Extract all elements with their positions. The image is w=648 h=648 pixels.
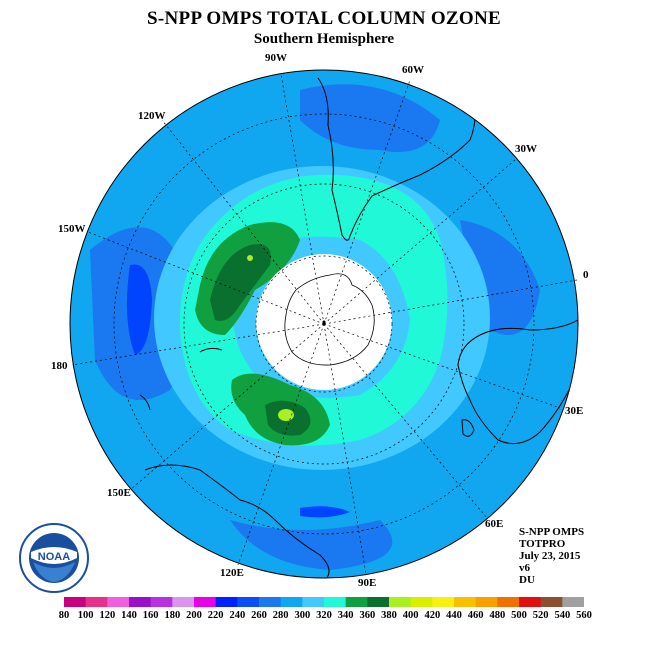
colorbar-swatch: [562, 597, 584, 607]
lon-label-180: 180: [51, 360, 68, 372]
colorbar-tick-label: 560: [576, 610, 592, 621]
colorbar-tick-label: 320: [316, 610, 332, 621]
page-title: S-NPP OMPS TOTAL COLUMN OZONE: [147, 8, 501, 29]
colorbar-tick-label: 280: [272, 610, 289, 621]
colorbar-tick-label: 500: [511, 610, 527, 621]
meridian-lines: [71, 73, 578, 575]
colorbar-swatch: [367, 597, 390, 607]
colorbar-swatch: [259, 597, 282, 607]
ozone-region-240: [300, 506, 350, 518]
colorbar-swatch: [280, 597, 303, 607]
noaa-logo-icon: NOAA: [19, 523, 89, 593]
colorbar-tick-label: 100: [77, 610, 94, 621]
lon-label-60e: 60E: [485, 518, 504, 530]
lon-label-120w: 120W: [138, 110, 166, 122]
colorbar-swatch: [432, 597, 455, 607]
colorbar-tick-label: 200: [186, 610, 202, 621]
colorbar-tick-label: 140: [121, 610, 137, 621]
colorbar-swatch: [302, 597, 325, 607]
colorbar-swatch: [194, 597, 217, 607]
antarctica-coastline: [284, 273, 375, 366]
lon-label-150w: 150W: [58, 223, 86, 235]
lon-label-90e: 90E: [358, 577, 377, 589]
colorbar-swatch: [85, 597, 108, 607]
colorbar-swatch: [150, 597, 173, 607]
lon-label-0: 0: [583, 269, 589, 281]
colorbar-swatch: [410, 597, 433, 607]
colorbar-tick-label: 380: [381, 610, 397, 621]
south-pole-marker: [322, 320, 326, 324]
africa-coastline: [457, 319, 578, 445]
colorbar-swatch: [497, 597, 520, 607]
colorbar-tick-label: 120: [99, 610, 116, 621]
info-instrument: S-NPP OMPS: [519, 526, 585, 538]
new-zealand-coastline: [139, 347, 223, 411]
ozone-max-spot: [278, 409, 294, 421]
lon-label-150e: 150E: [107, 487, 131, 499]
colorbar-swatch: [540, 597, 563, 607]
latitude-lines: [113, 113, 535, 535]
colorbar-swatch: [129, 597, 152, 607]
colorbar-swatch: [475, 597, 498, 607]
lon-label-30e: 30E: [565, 405, 584, 417]
colorbar-tick-label: 300: [294, 610, 311, 621]
colorbar-tick-label: 420: [424, 610, 441, 621]
madagascar-coastline: [461, 419, 475, 437]
colorbar-tick-label: 360: [359, 610, 376, 621]
info-units: DU: [519, 574, 535, 586]
colorbar-tick-label: 400: [402, 610, 419, 621]
colorbar-swatch: [64, 597, 87, 607]
colorbar-tick-label: 520: [532, 610, 549, 621]
colorbar-swatch: [519, 597, 542, 607]
colorbar-swatch: [324, 597, 347, 607]
colorbar: [64, 597, 584, 607]
colorbar-tick-label: 460: [467, 610, 484, 621]
info-block: S-NPP OMPS TOTPRO July 23, 2015 v6 DU: [519, 526, 584, 586]
ozone-region-260: [460, 220, 540, 335]
info-date: July 23, 2015: [519, 550, 581, 562]
colorbar-swatch: [389, 597, 412, 607]
colorbar-tick-label: 540: [554, 610, 571, 621]
lon-label-90w: 90W: [265, 52, 287, 64]
colorbar-swatch: [107, 597, 130, 607]
info-version: v6: [519, 562, 530, 574]
ozone-max-spot: [247, 255, 253, 261]
colorbar-swatch: [345, 597, 368, 607]
colorbar-tick-label: 220: [207, 610, 224, 621]
colorbar-swatch: [237, 597, 260, 607]
info-product: TOTPRO: [519, 538, 566, 550]
colorbar-swatch: [215, 597, 238, 607]
colorbar-swatch: [172, 597, 195, 607]
lon-label-120e: 120E: [220, 567, 244, 579]
map-rim: [69, 69, 579, 579]
colorbar-tick-label: 180: [164, 610, 181, 621]
colorbar-tick-label: 480: [489, 610, 506, 621]
page-subtitle: Southern Hemisphere: [253, 31, 395, 47]
lon-label-30w: 30W: [515, 143, 537, 155]
colorbar-tick-label: 340: [337, 610, 354, 621]
colorbar-tick-label: 440: [446, 610, 462, 621]
ozone-region-240: [126, 264, 152, 355]
colorbar-tick-label: 260: [251, 610, 267, 621]
colorbar-swatch: [454, 597, 477, 607]
colorbar-tick-label: 80: [58, 610, 70, 621]
colorbar-tick-label: 240: [229, 610, 246, 621]
australia-coastline: [144, 464, 330, 578]
noaa-logo-text: NOAA: [38, 551, 70, 563]
ozone-region-360: [210, 244, 271, 321]
colorbar-tick-label: 160: [142, 610, 159, 621]
ozone-region-260: [300, 84, 440, 152]
lon-label-60w: 60W: [402, 64, 424, 76]
